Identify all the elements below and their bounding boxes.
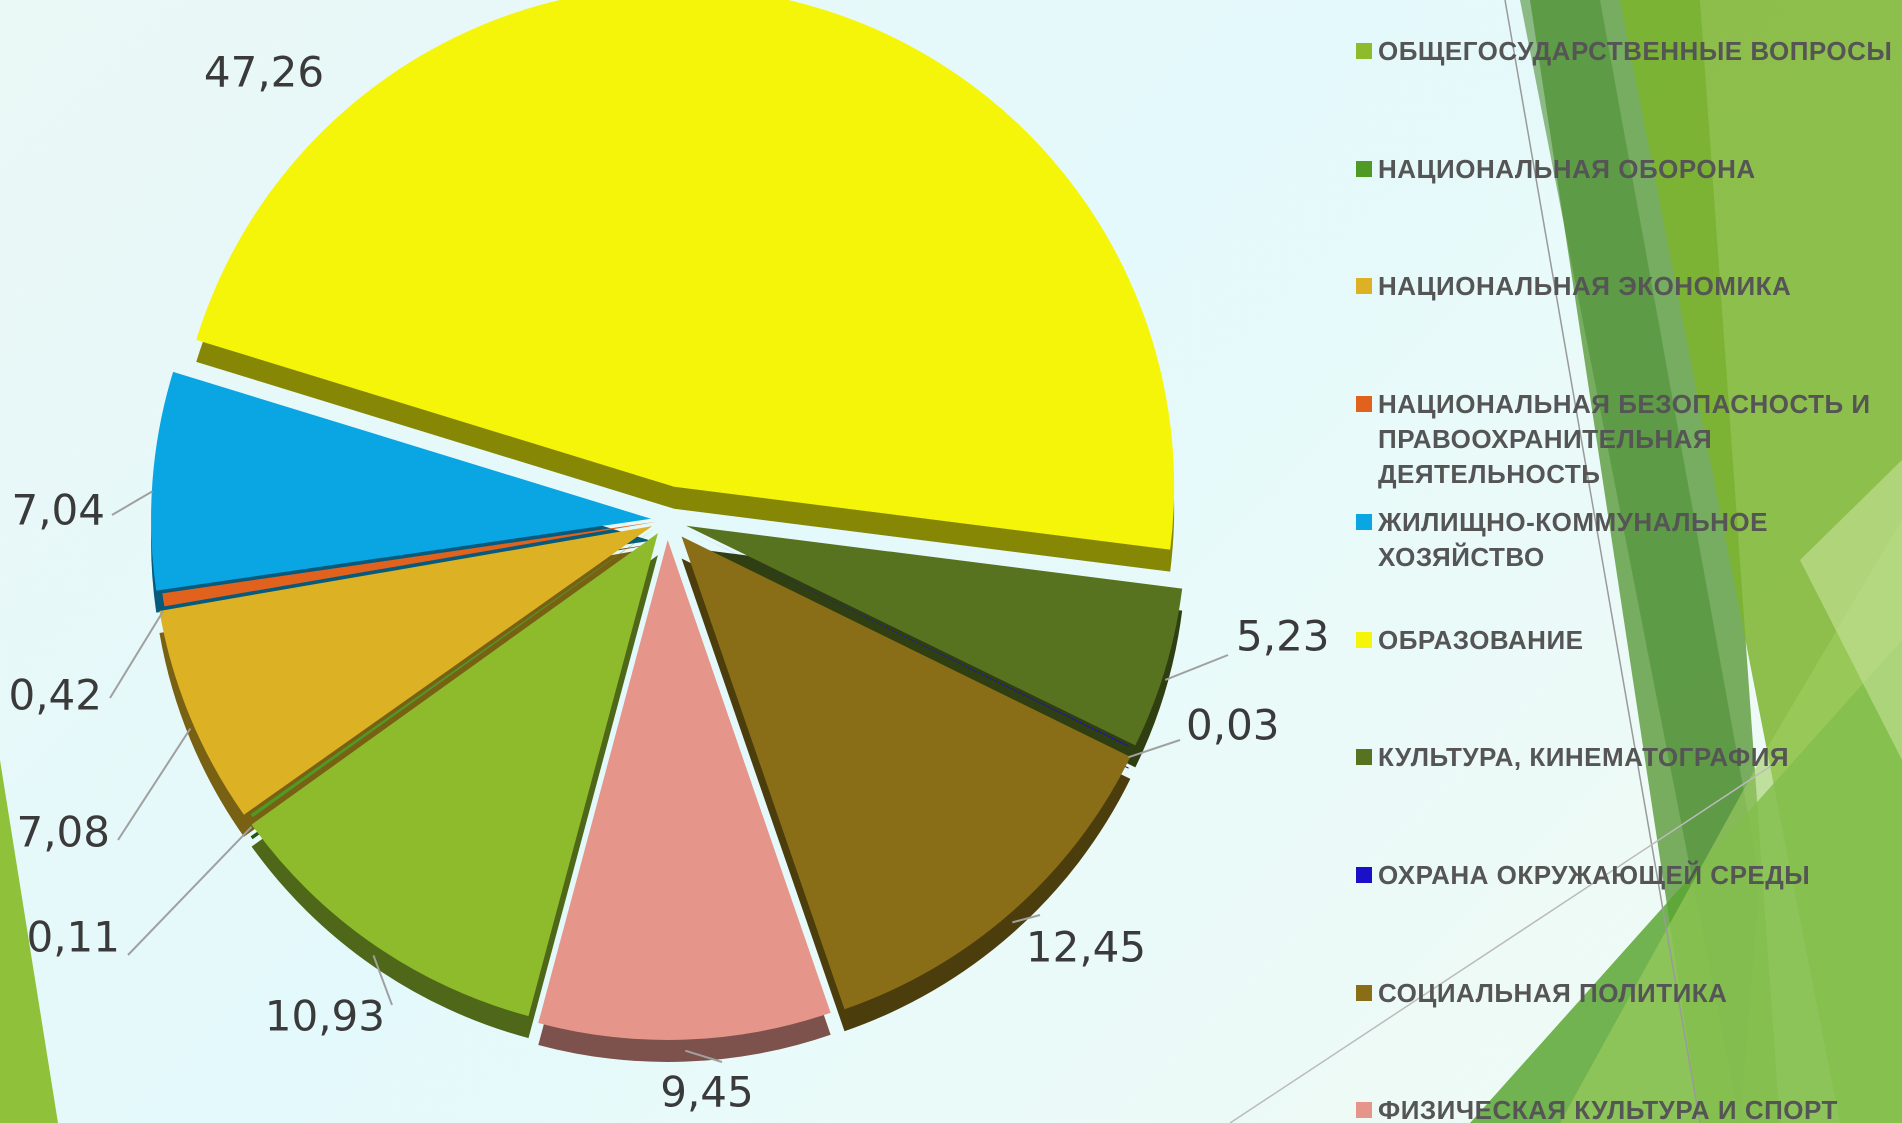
legend-swatch — [1356, 749, 1372, 766]
leader-line — [684, 1049, 723, 1063]
legend-item: НАЦИОНАЛЬНАЯ БЕЗОПАСНОСТЬ И ПРАВООХРАНИТ… — [1356, 387, 1902, 492]
slice — [251, 533, 658, 1017]
pie — [151, 0, 1183, 1062]
value-label: 0,11 — [26, 913, 120, 962]
leader-line — [109, 610, 165, 699]
legend-item: КУЛЬТУРА, КИНЕМАТОГРАФИЯ — [1356, 740, 1902, 775]
legend-label: ОБРАЗОВАНИЕ — [1378, 624, 1584, 655]
legend-swatch — [1356, 1102, 1372, 1119]
slice — [538, 539, 831, 1040]
value-label: 7,04 — [11, 486, 105, 535]
slice — [162, 521, 658, 607]
leader-line — [1012, 914, 1041, 924]
leader-line — [1164, 654, 1229, 681]
value-label: 10,93 — [265, 992, 385, 1041]
legend-label: СОЦИАЛЬНАЯ ПОЛИТИКА — [1378, 977, 1728, 1008]
leader-line — [111, 490, 154, 516]
legend-item: НАЦИОНАЛЬНАЯ ОБОРОНА — [1356, 152, 1902, 187]
legend-swatch — [1356, 278, 1372, 295]
slice — [681, 536, 1131, 1010]
legend-label: ОБЩЕГОСУДАРСТВЕННЫЕ ВОПРОСЫ — [1378, 36, 1893, 66]
slice — [250, 525, 659, 818]
value-label: 47,26 — [204, 48, 324, 97]
slice — [686, 525, 1183, 746]
legend-item: ФИЗИЧЕСКАЯ КУЛЬТУРА И СПОРТ — [1356, 1093, 1902, 1123]
legend-swatch — [1356, 631, 1372, 648]
legend-label: НАЦИОНАЛЬНАЯ БЕЗОПАСНОСТЬ И ПРАВООХРАНИТ… — [1378, 389, 1871, 490]
legend-item: ОБРАЗОВАНИЕ — [1356, 623, 1902, 658]
slice — [151, 371, 652, 591]
legend-swatch — [1356, 984, 1372, 1001]
legend-label: ОХРАНА ОКРУЖАЮЩЕЙ СРЕДЫ — [1378, 859, 1811, 890]
legend-item: СОЦИАЛЬНАЯ ПОЛИТИКА — [1356, 976, 1902, 1011]
legend-label: НАЦИОНАЛЬНАЯ ОБОРОНА — [1378, 153, 1756, 184]
legend-label: КУЛЬТУРА, КИНЕМАТОГРАФИЯ — [1378, 742, 1790, 773]
value-label: 5,23 — [1236, 612, 1330, 661]
leader-line — [1128, 739, 1181, 759]
value-label: 9,45 — [660, 1068, 754, 1117]
legend-label: ФИЗИЧЕСКАЯ КУЛЬТУРА И СПОРТ — [1378, 1095, 1838, 1123]
legend-swatch — [1356, 396, 1372, 413]
legend-item: НАЦИОНАЛЬНАЯ ЭКОНОМИКА — [1356, 269, 1902, 304]
legend-swatch — [1356, 866, 1372, 883]
legend-label: НАЦИОНАЛЬНАЯ ЭКОНОМИКА — [1378, 271, 1792, 302]
leader-line — [372, 955, 393, 1006]
legend-swatch — [1356, 43, 1372, 59]
legend-label: ЖИЛИЩНО-КОММУНАЛЬНОЕ ХОЗЯЙСТВО — [1378, 506, 1768, 572]
value-label: 0,42 — [8, 671, 102, 720]
legend-item: ОБЩЕГОСУДАРСТВЕННЫЕ ВОПРОСЫ — [1356, 34, 1902, 69]
leader-line — [127, 826, 253, 956]
slice — [196, 0, 1175, 550]
value-label: 0,03 — [1186, 701, 1280, 750]
legend-swatch — [1356, 160, 1372, 177]
value-label: 12,45 — [1026, 923, 1146, 972]
value-label: 7,08 — [16, 808, 110, 857]
legend-item: ЖИЛИЩНО-КОММУНАЛЬНОЕ ХОЗЯЙСТВО — [1356, 505, 1902, 575]
leader-line — [117, 728, 192, 841]
slice — [159, 526, 653, 815]
legend-swatch — [1356, 513, 1372, 530]
legend-item: ОХРАНА ОКРУЖАЮЩЕЙ СРЕДЫ — [1356, 858, 1902, 893]
slice — [679, 526, 1129, 747]
